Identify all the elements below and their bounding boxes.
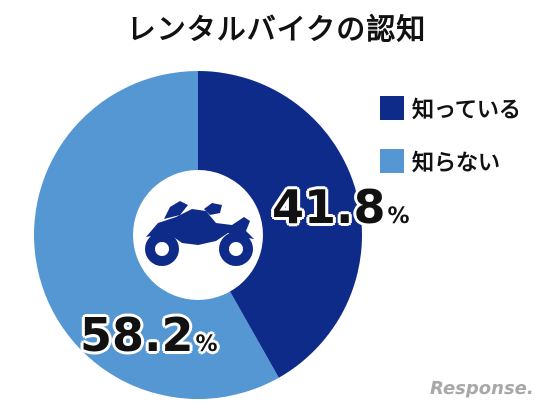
data-label-dont-know: 58.2% xyxy=(80,308,218,362)
legend: 知っている 知らない xyxy=(380,94,521,200)
data-label-unit: % xyxy=(195,332,218,357)
legend-swatch xyxy=(380,96,404,120)
pie-slice-0 xyxy=(198,71,363,378)
legend-swatch xyxy=(380,149,404,173)
legend-label: 知らない xyxy=(412,151,501,176)
motorcycle-icon xyxy=(145,201,254,266)
data-label-know: 41.8% xyxy=(272,180,410,234)
legend-item-know: 知っている xyxy=(380,94,521,123)
data-label-unit: % xyxy=(387,204,410,229)
data-label-value: 41.8 xyxy=(272,180,386,234)
legend-label: 知っている xyxy=(412,98,521,123)
legend-item-dont-know: 知らない xyxy=(380,147,521,176)
data-label-value: 58.2 xyxy=(80,308,194,362)
chart-title: レンタルバイクの認知 xyxy=(126,12,427,46)
watermark-logo: Response. xyxy=(430,378,534,399)
